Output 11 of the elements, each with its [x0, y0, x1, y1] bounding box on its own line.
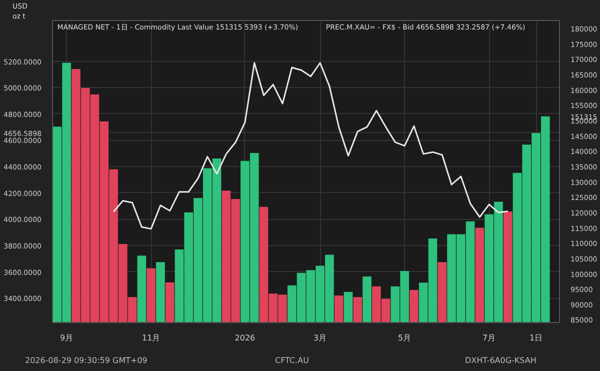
x-tick-label: 7月 [482, 334, 496, 342]
x-tick-label: 1日 [529, 334, 543, 342]
x-tick-label: 2026 [234, 334, 256, 342]
text: 2026-08-29 09:30:59 GMT+09 [25, 355, 148, 366]
x-tick-label: 11月 [142, 334, 160, 342]
x-tick-label: 5月 [398, 334, 412, 342]
x-tick-label: 3月 [314, 334, 327, 342]
text: DXHT-6A0G-KSAH [465, 355, 536, 366]
text: CFTC.AU [275, 355, 309, 366]
line-series [112, 62, 509, 230]
x-tick-label: 9月 [60, 334, 74, 342]
